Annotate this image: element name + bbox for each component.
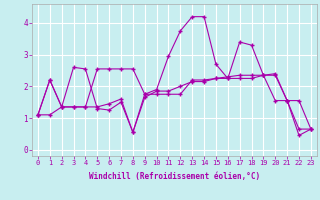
X-axis label: Windchill (Refroidissement éolien,°C): Windchill (Refroidissement éolien,°C): [89, 172, 260, 181]
